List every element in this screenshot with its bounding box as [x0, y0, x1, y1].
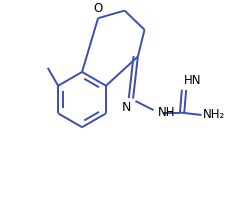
Text: HN: HN: [184, 74, 202, 87]
Text: O: O: [93, 2, 103, 15]
Text: NH₂: NH₂: [203, 108, 225, 121]
Text: N: N: [122, 101, 131, 114]
Text: NH: NH: [158, 106, 176, 119]
